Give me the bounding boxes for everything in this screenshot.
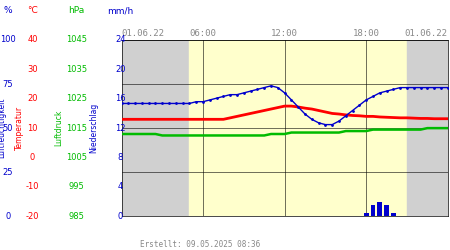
Text: 8: 8 [117, 153, 123, 162]
Text: Niederschlag: Niederschlag [89, 102, 98, 152]
Text: 1015: 1015 [66, 124, 87, 132]
Bar [189, 40, 407, 216]
Text: 10: 10 [27, 124, 38, 132]
Text: 25: 25 [3, 168, 14, 177]
Text: 100: 100 [0, 36, 16, 44]
Text: 1045: 1045 [66, 36, 87, 44]
Text: °C: °C [27, 6, 38, 15]
Text: 06:00: 06:00 [189, 28, 216, 38]
Text: 16: 16 [115, 94, 126, 103]
Text: 30: 30 [27, 65, 38, 74]
Text: 50: 50 [3, 124, 14, 132]
Text: -20: -20 [26, 212, 39, 221]
Text: 0: 0 [5, 212, 11, 221]
Text: 985: 985 [68, 212, 85, 221]
Text: 18:00: 18:00 [353, 28, 380, 38]
Text: 01.06.22: 01.06.22 [405, 28, 448, 38]
Text: 20: 20 [27, 94, 38, 103]
Bar [371, 205, 375, 216]
Text: %: % [4, 6, 13, 15]
Text: 40: 40 [27, 36, 38, 44]
Text: 0: 0 [30, 153, 35, 162]
Text: 995: 995 [68, 182, 85, 192]
Text: Luftfeuchtigkeit: Luftfeuchtigkeit [0, 97, 6, 158]
Text: 75: 75 [3, 80, 14, 88]
Text: 12:00: 12:00 [271, 28, 298, 38]
Text: 0: 0 [117, 212, 123, 221]
Bar [384, 205, 389, 216]
Text: 24: 24 [115, 36, 126, 44]
Text: Luftdruck: Luftdruck [54, 109, 63, 146]
Bar [391, 212, 396, 216]
Text: 4: 4 [117, 182, 123, 192]
Text: hPa: hPa [68, 6, 85, 15]
Bar [378, 202, 382, 216]
Bar [364, 212, 369, 216]
Text: Temperatur: Temperatur [15, 106, 24, 150]
Bar [122, 40, 189, 216]
Text: 1025: 1025 [66, 94, 87, 103]
Text: 20: 20 [115, 65, 126, 74]
Text: 12: 12 [115, 124, 126, 132]
Text: mm/h: mm/h [107, 6, 133, 15]
Text: 1005: 1005 [66, 153, 87, 162]
Bar [407, 40, 448, 216]
Text: 01.06.22: 01.06.22 [122, 28, 165, 38]
Text: -10: -10 [26, 182, 39, 192]
Text: Erstellt: 09.05.2025 08:36: Erstellt: 09.05.2025 08:36 [140, 240, 260, 249]
Text: 1035: 1035 [66, 65, 87, 74]
